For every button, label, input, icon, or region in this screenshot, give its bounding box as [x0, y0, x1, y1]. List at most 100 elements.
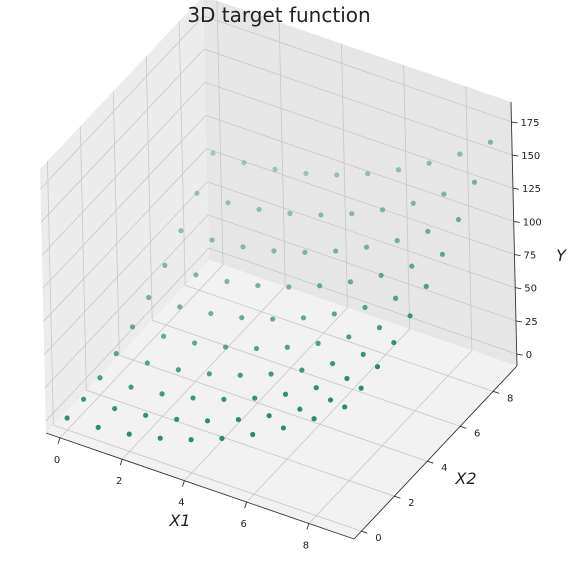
data-point — [272, 166, 278, 172]
z-gridline-back — [204, 48, 513, 156]
data-point — [174, 416, 180, 422]
data-point — [221, 396, 227, 402]
z-gridline-left — [40, 48, 205, 223]
x-gridline-floor — [184, 307, 348, 481]
floor-pane — [46, 260, 517, 539]
data-point — [317, 283, 323, 289]
data-point — [346, 334, 352, 340]
data-point — [441, 191, 447, 197]
z-gridline-back — [204, 81, 514, 189]
y-tick-label: 0 — [375, 533, 381, 544]
data-point — [297, 406, 303, 412]
y-tick-mark — [460, 425, 467, 429]
data-point — [344, 375, 350, 382]
data-point — [113, 351, 119, 357]
data-point — [210, 150, 216, 156]
data-point — [471, 179, 478, 185]
z-gridline-back — [203, 15, 512, 123]
data-point — [376, 325, 383, 331]
y-gridline-floor — [86, 389, 395, 497]
data-point — [192, 340, 198, 346]
data-point — [188, 437, 194, 443]
data-point — [80, 396, 87, 402]
data-point — [157, 435, 163, 441]
data-point — [362, 304, 368, 311]
x-tick-label: 8 — [303, 540, 309, 551]
data-point — [204, 418, 211, 424]
data-point — [235, 416, 241, 423]
data-point — [426, 160, 432, 166]
data-point — [159, 391, 165, 397]
z-gridline-back — [208, 247, 517, 355]
axis-panes — [40, 0, 517, 539]
y-gridline-floor — [152, 319, 461, 427]
data-point — [393, 295, 399, 301]
data-point — [280, 425, 287, 431]
data-point — [455, 216, 462, 223]
y-tick-mark — [492, 390, 500, 394]
data-point — [299, 367, 305, 373]
data-point — [439, 251, 445, 257]
data-point — [425, 228, 431, 235]
y-tick-label: 8 — [507, 393, 513, 404]
data-point — [239, 315, 245, 321]
x-tick-mark — [182, 480, 185, 487]
z-gridline-back — [207, 181, 516, 289]
z-tick-mark — [514, 254, 521, 257]
data-point — [334, 172, 340, 178]
data-points — [64, 139, 494, 443]
data-point — [365, 171, 371, 177]
y-tick-mark — [394, 495, 401, 499]
x-gridline-wall — [216, 0, 224, 265]
data-point — [219, 435, 225, 441]
data-point — [256, 206, 262, 213]
x-tick-label: 4 — [178, 498, 184, 509]
z-gridline-left — [43, 148, 207, 322]
y-gridline-floor — [184, 284, 494, 392]
x-gridline-floor — [121, 285, 286, 460]
data-point — [224, 278, 230, 285]
data-point — [208, 310, 214, 317]
z-tick-label: 150 — [521, 151, 540, 162]
z-gridline-left — [40, 15, 204, 190]
data-point — [487, 139, 494, 145]
z-gridline-left — [44, 214, 209, 389]
data-point — [349, 211, 355, 217]
z-gridline-left — [41, 81, 206, 256]
data-point — [270, 316, 276, 322]
z-tick-label: 175 — [520, 118, 539, 129]
x-tick-label: 2 — [116, 476, 122, 487]
data-point — [329, 360, 336, 367]
x-tick-mark — [244, 501, 248, 509]
y-gridline-wall — [178, 21, 186, 286]
data-point — [160, 333, 167, 339]
data-point — [360, 351, 366, 358]
y-tick-label: 2 — [408, 498, 414, 509]
data-point — [222, 344, 229, 350]
data-point — [407, 313, 413, 319]
z-gridline-back — [207, 214, 517, 322]
data-point — [302, 249, 308, 255]
x-gridline-wall — [278, 22, 286, 287]
z-tick-label: 0 — [526, 350, 532, 361]
data-point — [64, 415, 70, 421]
data-point — [313, 385, 319, 391]
data-point — [303, 170, 309, 177]
data-point — [423, 283, 429, 289]
data-point — [282, 391, 289, 397]
data-point — [378, 272, 384, 278]
z-tick-mark — [511, 121, 518, 124]
data-point — [374, 364, 381, 370]
z-axis-label: Y — [556, 246, 567, 265]
z-tick-mark — [512, 187, 520, 190]
data-point — [342, 404, 348, 410]
y-gridline-floor — [119, 354, 428, 462]
data-point — [144, 360, 150, 366]
y-gridline-wall — [47, 161, 54, 426]
z-gridline-back — [206, 148, 515, 255]
data-point — [146, 294, 152, 301]
data-point — [394, 238, 400, 244]
z-gridline-back — [205, 115, 514, 222]
data-point — [315, 340, 321, 346]
